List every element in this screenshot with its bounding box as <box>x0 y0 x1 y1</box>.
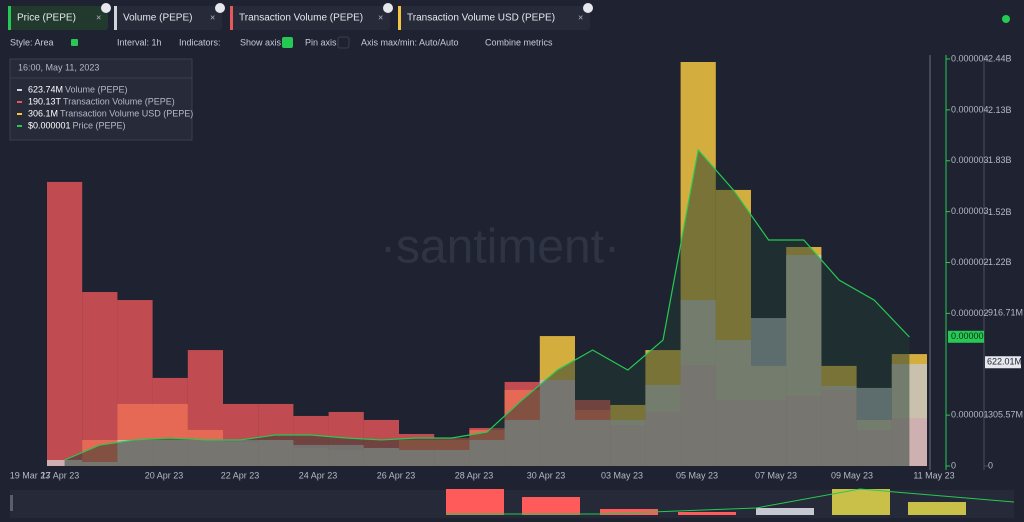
x-tick-label: 07 May 23 <box>755 470 797 480</box>
x-tick-label: 22 Apr 23 <box>221 470 260 480</box>
price-badge <box>948 330 984 343</box>
metric-tab[interactable] <box>114 6 222 30</box>
tooltip-name: Price (PEPE) <box>73 120 126 130</box>
tab-pin[interactable] <box>583 3 593 13</box>
metric-tab[interactable] <box>8 6 108 30</box>
navigator-bar <box>446 489 504 515</box>
live-dot <box>1002 15 1010 23</box>
y2-tick-label: 0.000003 <box>951 206 989 216</box>
tab-color <box>230 6 233 30</box>
y-tick-label: 305.57M <box>988 409 1023 419</box>
x-tick-label: 05 May 23 <box>676 470 718 480</box>
tab-color <box>398 6 401 30</box>
indicators-control[interactable]: Indicators: <box>179 37 221 47</box>
pin-axis-label[interactable]: Pin axis <box>305 37 337 47</box>
x-tick-label: 26 Apr 23 <box>377 470 416 480</box>
tab-label[interactable]: Volume (PEPE) <box>123 13 192 24</box>
style-control[interactable]: Style: Area <box>10 37 54 47</box>
navigator-bar <box>832 489 890 515</box>
tooltip-swatch <box>17 101 22 103</box>
y2-tick-label: 0.000002 <box>951 257 989 267</box>
navigator-handle[interactable] <box>10 495 13 511</box>
tooltip-swatch <box>17 113 22 115</box>
x-tick-label: 11 May 23 <box>913 470 954 480</box>
price-line <box>64 148 910 461</box>
tooltip-name: Transaction Volume (PEPE) <box>63 96 175 106</box>
navigator-bar <box>522 497 580 515</box>
interval-control[interactable]: Interval: 1h <box>117 37 162 47</box>
y-tick-label: 2.44B <box>988 53 1012 63</box>
plot: 0 305.57M 916.71M 1.22B 1.52B 1.83B 2.13B 2.44B… <box>10 53 1023 480</box>
tab-label[interactable]: Transaction Volume USD (PEPE) <box>407 13 555 24</box>
axis-minmax-control[interactable]: Axis max/min: Auto/Auto <box>361 37 459 47</box>
x-tick-label: 28 Apr 23 <box>455 470 494 480</box>
tooltip-bg <box>9 58 193 141</box>
tooltip-value: $0.000001 <box>28 120 71 130</box>
x-tick-label: 03 May 23 <box>601 470 643 480</box>
tooltip-time: 16:00, May 11, 2023 <box>18 62 99 72</box>
volume-badge <box>985 356 1021 369</box>
y-tick-label: 916.71M <box>988 307 1023 317</box>
navigator-bar <box>756 508 814 515</box>
show-axis-checkbox[interactable] <box>282 37 293 48</box>
x-tick-label: 09 May 23 <box>831 470 873 480</box>
tab-close[interactable]: × <box>96 12 101 22</box>
tooltip-swatch <box>17 89 22 91</box>
volume-bar <box>117 300 153 466</box>
volume-badge-label: 622.01M <box>987 357 1022 367</box>
y2-tick-label: 0.000001 <box>951 410 989 420</box>
tab-color <box>8 6 11 30</box>
tooltip-value: 306.1M <box>28 108 58 118</box>
navigator-line <box>446 488 1015 515</box>
tab-label[interactable]: Transaction Volume (PEPE) <box>239 13 363 24</box>
y2-tick-label: 0.000002 <box>951 308 989 318</box>
color-swatch[interactable] <box>71 39 78 46</box>
tooltip-value: 623.74M <box>28 84 63 94</box>
show-axis-label[interactable]: Show axis <box>240 37 282 47</box>
y-tick-label: 1.83B <box>988 155 1012 165</box>
tab-pin[interactable] <box>101 3 111 13</box>
price-badge-label: 0.000001 <box>951 331 989 341</box>
tooltip: 16:00, May 11, 2023 623.74M Volume (PEPE)1… <box>9 58 193 141</box>
x-tick-label: 30 Apr 23 <box>527 470 566 480</box>
tab-pin[interactable] <box>383 3 393 13</box>
y2-tick-label: 0.000003 <box>951 155 989 165</box>
y-tick-label: 1.52B <box>988 207 1012 217</box>
navigator-bar <box>600 509 658 515</box>
combine-metrics[interactable]: Combine metrics <box>485 37 553 47</box>
y2-tick-label: 0.000004 <box>951 53 989 63</box>
y-tick-label: 2.13B <box>988 105 1012 115</box>
x-tick-label: 24 Apr 23 <box>299 470 338 480</box>
tooltip-name: Volume (PEPE) <box>65 84 128 94</box>
metric-tab[interactable] <box>230 6 390 30</box>
tab-close[interactable]: × <box>378 12 383 22</box>
tab-label[interactable]: Price (PEPE) <box>17 13 76 24</box>
x-tick-label: 17 Apr 23 <box>41 470 80 480</box>
watermark: ·santiment· <box>380 221 620 274</box>
tooltip-swatch <box>17 125 22 127</box>
toolbar: Style: Area Interval: 1h Indicators: Sho… <box>10 36 553 49</box>
tab-close[interactable]: × <box>210 12 215 22</box>
y2-tick-label: 0.000004 <box>951 104 989 114</box>
tab-close[interactable]: × <box>578 12 583 22</box>
y2-tick-label: 0 <box>951 460 956 470</box>
volume-bar <box>47 181 83 466</box>
y-tick-label: 0 <box>988 460 993 470</box>
navigator-bar <box>908 502 966 515</box>
navigator <box>10 488 1015 518</box>
x-tick-label: 19 Mar 23 <box>10 470 51 480</box>
tab-color <box>114 6 117 30</box>
x-tick-label: 20 Apr 23 <box>145 470 184 480</box>
metric-tab[interactable] <box>398 6 590 30</box>
price-area <box>64 149 910 467</box>
volume-bar <box>82 292 118 466</box>
tooltip-value: 190.13T <box>28 96 62 106</box>
tab-pin[interactable] <box>215 3 225 13</box>
y-tick-label: 1.22B <box>988 257 1012 267</box>
pin-axis-checkbox[interactable] <box>337 36 350 49</box>
navigator-bar <box>678 512 736 515</box>
tooltip-name: Transaction Volume USD (PEPE) <box>60 108 193 118</box>
